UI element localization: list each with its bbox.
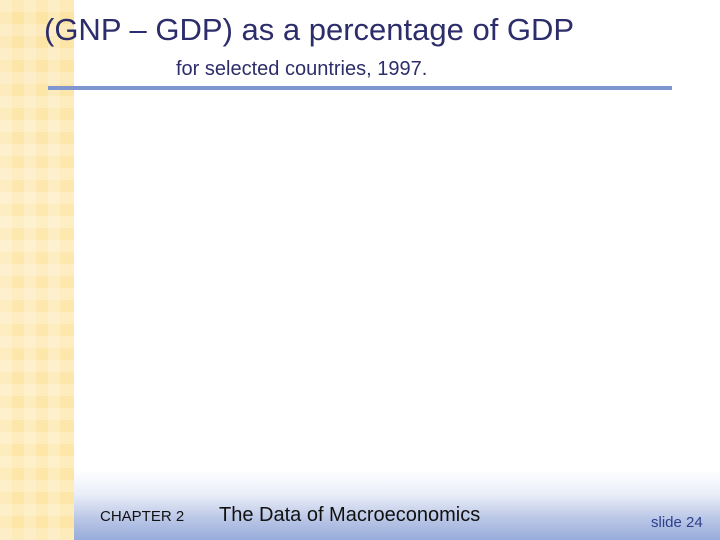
decorative-left-strip: [0, 0, 74, 540]
slide-subtitle: for selected countries, 1997.: [176, 58, 428, 80]
footer-chapter-label: CHAPTER 2: [100, 508, 185, 525]
slide-title: (GNP – GDP) as a percentage of GDP: [44, 12, 575, 47]
footer-slide-number: slide 24: [651, 514, 703, 531]
footer-band: [74, 470, 720, 540]
title-divider: [48, 86, 672, 90]
footer-book-title: The Data of Macroeconomics: [219, 504, 481, 526]
chart-placeholder-area: [168, 96, 620, 488]
